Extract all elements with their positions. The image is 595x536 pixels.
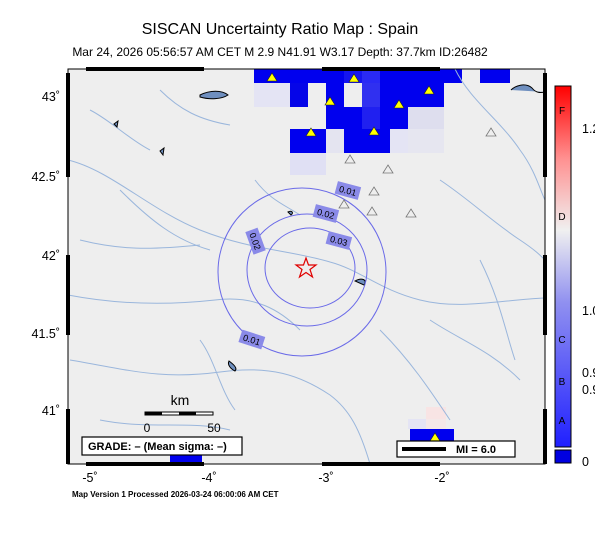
station-triangle-icon xyxy=(405,208,417,218)
map-frame xyxy=(66,67,547,466)
station-triangle-icon xyxy=(338,199,350,209)
rivers xyxy=(67,68,546,465)
epicenter-star-icon xyxy=(294,256,318,279)
colorbar-letter: F xyxy=(558,106,566,117)
colorbar-letter: D xyxy=(558,212,566,223)
colorbar-tick-label: 0 xyxy=(582,455,589,469)
station-triangle-icon xyxy=(266,72,278,82)
colorbar-tick-label: 1.2 xyxy=(582,122,595,136)
colorbar xyxy=(554,85,572,464)
lakes xyxy=(113,84,546,372)
contour-labels: 0.01 0.02 0.03 0.02 0.01 xyxy=(238,181,362,350)
y-tick-label: 42.5˚ xyxy=(31,170,61,184)
contour-label: 0.03 xyxy=(329,234,349,248)
grade-box xyxy=(81,436,243,456)
station-triangle-icon xyxy=(344,154,356,164)
grade-label: GRADE: – (Mean sigma: –) xyxy=(88,441,227,453)
colorbar-tick-label: 1.0 xyxy=(582,304,595,318)
station-triangle-icon xyxy=(324,96,336,106)
map-background xyxy=(68,69,545,464)
map-title: SISCAN Uncertainty Ratio Map : Spain xyxy=(141,21,419,38)
y-tick-label: 41˚ xyxy=(41,404,60,418)
colorbar-tick-label: 0.9 xyxy=(582,366,595,380)
scale-bar: km 0 50 xyxy=(144,392,221,435)
x-tick-label: -3˚ xyxy=(318,471,334,485)
y-tick-label: 41.5˚ xyxy=(31,327,61,341)
mi-label: MI = 6.0 xyxy=(456,444,496,456)
colorbar-letter: C xyxy=(558,335,566,346)
colorbar-letter: B xyxy=(558,377,566,388)
y-tick-label: 42˚ xyxy=(41,249,60,263)
uncertainty-contours xyxy=(217,187,387,357)
station-triangle-icon xyxy=(368,126,380,136)
colorbar-letter: A xyxy=(558,416,566,427)
x-tick-label: -4˚ xyxy=(201,471,217,485)
event-summary: Mar 24, 2026 05:56:57 AM CET M 2.9 N41.9… xyxy=(72,45,488,59)
station-triangle-icon xyxy=(348,73,360,83)
station-triangle-icon xyxy=(393,99,405,109)
station-triangle-icon xyxy=(382,164,394,174)
station-triangle-icon xyxy=(366,206,378,216)
x-tick-label: -2˚ xyxy=(434,471,450,485)
contour-label: 0.01 xyxy=(338,184,358,198)
scale-bar-title: km xyxy=(171,392,190,408)
contour-label: 0.02 xyxy=(316,207,336,221)
y-tick-label: 43˚ xyxy=(41,90,60,104)
station-triangle-icon xyxy=(305,127,317,137)
station-triangle-icon xyxy=(368,186,380,196)
mi-box xyxy=(396,440,516,458)
processing-footer: Map Version 1 Processed 2026-03-24 06:00… xyxy=(72,490,279,499)
colorbar-tick-label: 0.9 xyxy=(582,383,595,397)
x-tick-label: -5˚ xyxy=(82,471,98,485)
scale-bar-start: 0 xyxy=(144,421,151,435)
scale-bar-end: 50 xyxy=(207,421,221,435)
station-triangle-icon xyxy=(423,85,435,95)
station-triangle-icon xyxy=(485,127,497,137)
